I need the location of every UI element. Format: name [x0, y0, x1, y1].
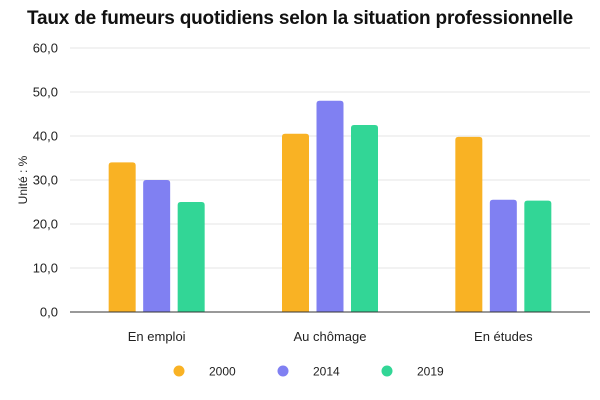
legend-label-2000: 2000: [209, 365, 236, 379]
x-tick-label: En études: [474, 329, 533, 344]
bar-2014: [143, 180, 171, 312]
bars-layer: [108, 100, 552, 312]
axis-layer: 0,0 10,0 20,0 30,0 40,0 50,0 60,0 Unité : % En e…: [16, 41, 590, 344]
y-tick-label: 20,0: [33, 217, 58, 232]
y-tick-label: 60,0: [33, 41, 58, 56]
x-tick-label: Au chômage: [294, 329, 367, 344]
y-tick-label: 10,0: [33, 261, 58, 276]
y-tick-label: 0,0: [40, 305, 58, 320]
y-tick-label: 30,0: [33, 173, 58, 188]
bar-2019: [524, 200, 552, 312]
legend-marker-2014: [277, 365, 289, 377]
bar-2014: [316, 100, 344, 312]
bar-2019: [351, 125, 378, 312]
bar-2014: [489, 199, 517, 312]
bar-2019: [177, 202, 205, 312]
legend-marker-2000: [173, 365, 185, 377]
x-tick-label: En emploi: [128, 329, 186, 344]
y-tick-label: 50,0: [33, 85, 58, 100]
legend-layer: 2000 2014 2019: [173, 365, 444, 379]
y-tick-label: 40,0: [33, 129, 58, 144]
chart-title: Taux de fumeurs quotidiens selon la situ…: [27, 8, 573, 29]
legend-label-2014: 2014: [313, 365, 340, 379]
y-axis-label: Unité : %: [16, 155, 30, 204]
bar-2000: [455, 136, 483, 312]
bar-2000: [282, 133, 309, 312]
legend-marker-2019: [381, 365, 393, 377]
bar-2000: [108, 162, 136, 312]
legend-label-2019: 2019: [417, 365, 444, 379]
